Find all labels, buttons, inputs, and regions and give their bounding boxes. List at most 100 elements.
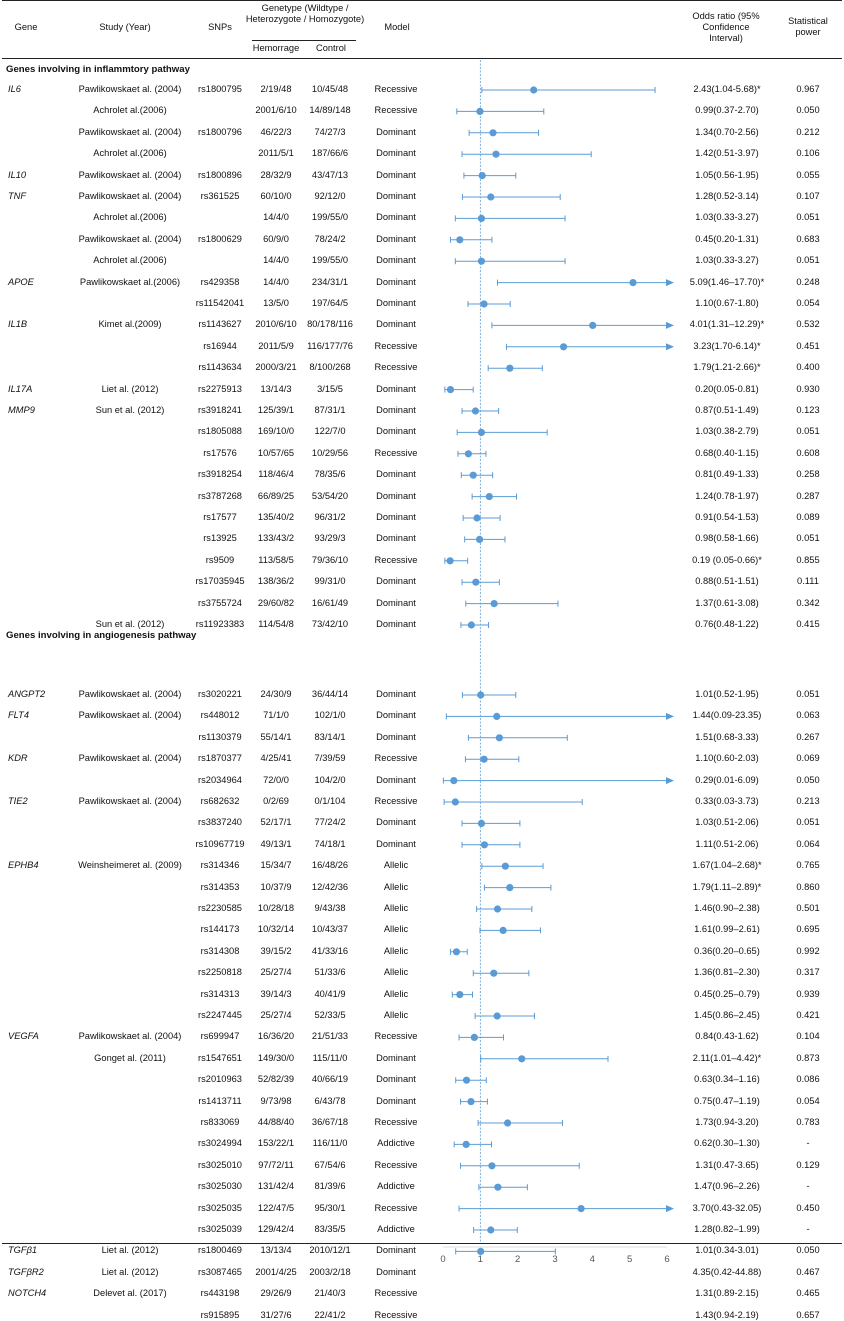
cell-control: 115/11/0 bbox=[312, 1052, 348, 1063]
cell-model: Recessive bbox=[374, 796, 418, 806]
cell-odds-ratio: 0.36(0.20–0.65) bbox=[694, 945, 760, 956]
cell-model: Dominant bbox=[376, 597, 416, 608]
cell-model: Dominant bbox=[376, 469, 416, 480]
cell-power: 0.089 bbox=[796, 512, 820, 522]
cell-hemorrage: 13/14/3 bbox=[260, 383, 292, 394]
cell-model: Allelic bbox=[383, 881, 409, 892]
cell-odds-ratio: 3.23(1.70-6.14)* bbox=[693, 340, 761, 351]
cell-model: Dominant bbox=[376, 405, 416, 415]
cell-hemorrage: 4/25/41 bbox=[260, 753, 292, 764]
cell-odds-ratio: 1.43(0.94-2.19) bbox=[695, 1309, 759, 1320]
cell-snp: rs314346 bbox=[200, 860, 240, 871]
odds-ratio-point bbox=[518, 1055, 526, 1063]
cell-hemorrage: 114/54/8 bbox=[258, 619, 294, 629]
cell-snp: rs144173 bbox=[200, 924, 240, 935]
cell-hemorrage: 29/60/82 bbox=[257, 597, 295, 608]
cell-model: Allelic bbox=[383, 1010, 409, 1020]
cell-snp: rs3025010 bbox=[198, 1159, 242, 1170]
cell-gene: TIE2 bbox=[8, 796, 28, 806]
cell-snp: rs2275913 bbox=[198, 383, 242, 394]
cell-power: 0.258 bbox=[796, 469, 820, 480]
cell-snp: rs915895 bbox=[200, 1309, 240, 1320]
cell-hemorrage: 60/10/0 bbox=[260, 191, 292, 201]
cell-odds-ratio: 0.84(0.43-1.62) bbox=[695, 1031, 759, 1042]
cell-model: Recessive bbox=[374, 1202, 418, 1213]
cell-hemorrage: 2000/3/21 bbox=[255, 362, 297, 373]
cell-power: 0.287 bbox=[796, 490, 820, 501]
cell-odds-ratio: 0.99(0.37-2.70) bbox=[695, 105, 759, 116]
cell-control: 81/39/6 bbox=[314, 1181, 346, 1192]
cell-hemorrage: 2001/6/10 bbox=[255, 105, 297, 116]
cell-model: Dominant bbox=[376, 1095, 416, 1106]
cell-control: 22/41/2 bbox=[314, 1309, 346, 1320]
cell-study: Achrolet al.(2006) bbox=[93, 148, 167, 159]
cell-control: 99/31/0 bbox=[314, 576, 346, 587]
cell-hemorrage: 14/4/0 bbox=[263, 212, 289, 223]
cell-power: 0.129 bbox=[796, 1159, 820, 1170]
cell-power: 0.064 bbox=[796, 838, 820, 849]
cell-power: 0.400 bbox=[796, 362, 820, 373]
cell-odds-ratio: 1.51(0.68-3.33) bbox=[695, 731, 759, 742]
cell-study: Pawlikowskaet al. (2004) bbox=[78, 1031, 182, 1042]
cell-hemorrage: 25/27/4 bbox=[260, 1010, 292, 1020]
cell-power: 0.051 bbox=[796, 533, 820, 544]
cell-control: 36/67/18 bbox=[311, 1117, 349, 1127]
section-angiogenesis: Genes involving in angiogenesis pathway bbox=[6, 630, 197, 641]
cell-odds-ratio: 1.37(0.61-3.08) bbox=[695, 597, 759, 608]
cell-odds-ratio: 0.76(0.48-1.22) bbox=[695, 619, 759, 629]
cell-snp: rs1143634 bbox=[198, 362, 242, 373]
cell-power: 0.267 bbox=[796, 731, 820, 742]
cell-control: 96/31/2 bbox=[314, 512, 346, 522]
cell-gene: TNF bbox=[8, 191, 27, 201]
cell-control: 10/29/56 bbox=[311, 447, 349, 458]
cell-study: Pawlikowskaet al. (2004) bbox=[78, 753, 182, 764]
cell-gene: IL1B bbox=[8, 319, 28, 330]
cell-odds-ratio: 1.44(0.09-23.35) bbox=[692, 710, 762, 721]
cell-study: Pawlikowskaet al. (2004) bbox=[78, 689, 182, 699]
cell-hemorrage: 129/42/4 bbox=[257, 1224, 295, 1234]
ci-arrow bbox=[666, 712, 674, 720]
cell-control: 52/33/5 bbox=[314, 1010, 346, 1020]
cell-control: 2010/12/1 bbox=[309, 1245, 351, 1256]
cell-snp: rs361525 bbox=[200, 191, 240, 201]
odds-ratio-point bbox=[495, 734, 503, 742]
cell-hemorrage: 14/4/0 bbox=[263, 276, 289, 287]
cell-model: Allelic bbox=[383, 860, 409, 871]
cell-hemorrage: 118/46/4 bbox=[258, 469, 294, 480]
cell-control: 104/2/0 bbox=[314, 774, 346, 785]
cell-snp: rs2247445 bbox=[198, 1010, 242, 1020]
cell-hemorrage: 66/89/25 bbox=[257, 490, 295, 501]
cell-control: 93/29/3 bbox=[314, 533, 346, 544]
cell-model: Dominant bbox=[376, 383, 416, 394]
cell-model: Dominant bbox=[376, 838, 416, 849]
odds-ratio-point bbox=[494, 1183, 502, 1191]
cell-snp: rs429358 bbox=[200, 276, 240, 287]
cell-odds-ratio: 1.24(0.78-1.97) bbox=[695, 490, 759, 501]
x-tick-label: 5 bbox=[627, 1254, 632, 1265]
cell-hemorrage: 60/9/0 bbox=[263, 233, 289, 244]
odds-ratio-point bbox=[487, 193, 495, 201]
cell-power: 0.765 bbox=[796, 860, 820, 871]
cell-model: Dominant bbox=[376, 817, 416, 828]
cell-hemorrage: 15/34/7 bbox=[260, 860, 292, 871]
cell-snp: rs1130379 bbox=[198, 731, 242, 742]
odds-ratio-point bbox=[478, 172, 486, 180]
cell-power: 0.939 bbox=[796, 988, 820, 999]
cell-odds-ratio: 0.87(0.51-1.49) bbox=[695, 405, 759, 415]
cell-study: Delevet al. (2017) bbox=[93, 1288, 167, 1299]
odds-ratio-point bbox=[477, 819, 486, 828]
cell-gene: TGFβ1 bbox=[8, 1245, 38, 1256]
cell-power: 0.465 bbox=[796, 1288, 820, 1299]
cell-odds-ratio: 1.10(0.67-1.80) bbox=[695, 298, 759, 308]
cell-control: 41/33/16 bbox=[311, 945, 349, 956]
cell-model: Dominant bbox=[376, 233, 416, 244]
cell-study: Liet al. (2012) bbox=[101, 383, 159, 394]
cell-snp: rs314308 bbox=[200, 945, 240, 956]
cell-control: 199/55/0 bbox=[311, 255, 349, 266]
odds-ratio-point bbox=[589, 321, 597, 329]
cell-study: Achrolet al.(2006) bbox=[93, 105, 167, 116]
cell-hemorrage: 125/39/1 bbox=[257, 405, 295, 415]
cell-hemorrage: 29/26/9 bbox=[260, 1288, 292, 1299]
cell-control: 51/33/6 bbox=[314, 967, 346, 978]
cell-power: 0.683 bbox=[796, 233, 820, 244]
